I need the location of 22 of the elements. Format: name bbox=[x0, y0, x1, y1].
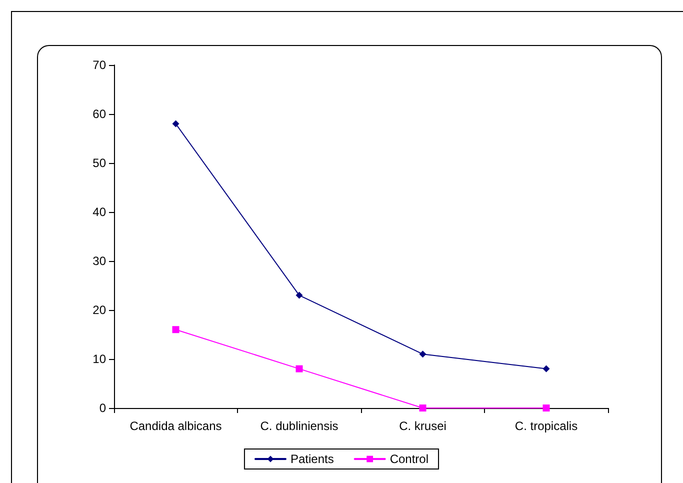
point bbox=[542, 365, 550, 372]
y-tick-label: 0 bbox=[99, 401, 106, 415]
y-tick-label: 10 bbox=[92, 352, 106, 366]
point bbox=[296, 365, 303, 372]
x-tick-label: C. dubliniensis bbox=[260, 419, 338, 433]
legend-label: Patients bbox=[290, 452, 334, 466]
point bbox=[419, 350, 426, 358]
y-tick-label: 20 bbox=[92, 303, 106, 317]
point bbox=[419, 404, 426, 412]
legend-label: Control bbox=[390, 452, 429, 466]
y-tick-label: 70 bbox=[92, 58, 106, 72]
y-tick-label: 60 bbox=[92, 107, 106, 121]
x-tick-label: C. tropicalis bbox=[514, 419, 578, 433]
point bbox=[172, 120, 180, 128]
y-tick-label: 40 bbox=[92, 205, 106, 219]
point bbox=[172, 326, 180, 334]
x-tick-label: C. krusei bbox=[399, 419, 446, 433]
y-tick-label: 30 bbox=[92, 254, 106, 268]
point bbox=[296, 292, 303, 299]
x-tick-label: Candida albicans bbox=[130, 419, 222, 433]
point bbox=[542, 404, 550, 412]
y-tick-label: 50 bbox=[92, 156, 106, 170]
